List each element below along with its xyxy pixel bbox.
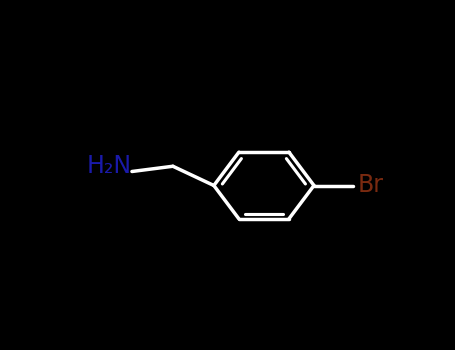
- Text: Br: Br: [357, 174, 383, 197]
- Text: H₂N: H₂N: [87, 154, 132, 178]
